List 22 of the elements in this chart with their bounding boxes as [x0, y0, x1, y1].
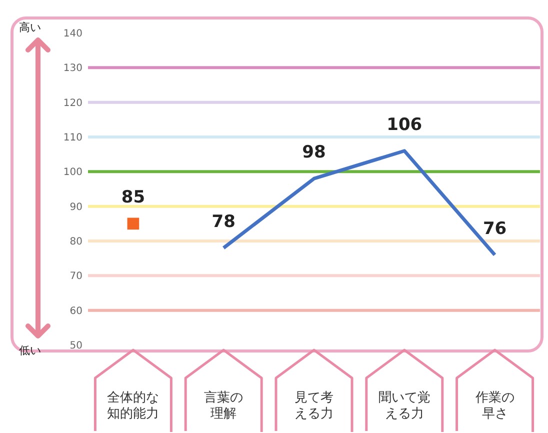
data-label: 85: [121, 188, 146, 208]
x-tick-label: 言葉の理解: [204, 390, 244, 422]
y-tick-label: 70: [70, 271, 82, 282]
data-label: 78: [212, 212, 236, 232]
x-tick-label: 作業の早さ: [474, 390, 514, 422]
data-label: 106: [386, 114, 422, 135]
y-tick-label: 80: [70, 236, 82, 248]
y-tick-label: 110: [63, 132, 82, 144]
y-tick-label: 90: [70, 202, 82, 213]
text: 低い: [19, 344, 41, 357]
data-label: 76: [482, 218, 507, 239]
y-tick-label: 60: [70, 306, 82, 317]
x-tick-label: 全体的な知的能力: [107, 390, 160, 422]
x-tick-label: 見て考える力: [294, 390, 334, 422]
text: 高い: [19, 21, 41, 34]
y-tick-label: 120: [63, 98, 82, 109]
y-tick-label: 100: [63, 167, 82, 178]
x-tick-label: 聞いて覚える力: [378, 390, 430, 422]
y-tick-label: 140: [63, 28, 82, 40]
y-tick-label: 50: [70, 340, 82, 352]
data-label: 98: [302, 142, 326, 163]
y-tick-label: 130: [63, 63, 82, 74]
